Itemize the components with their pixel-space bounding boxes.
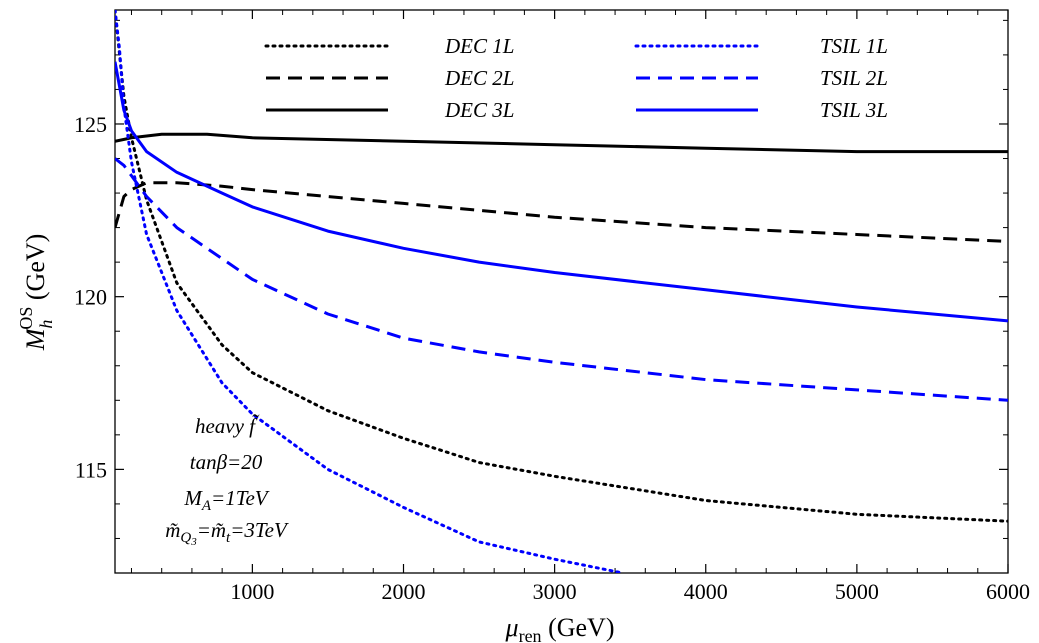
y-tick-label: 125 [74,112,107,137]
x-tick-label: 6000 [986,579,1030,604]
x-tick-label: 2000 [381,579,425,604]
legend-label-4: TSIL 1L [820,34,888,58]
x-axis-label: μren (GeV) [505,613,615,643]
x-tick-label: 4000 [684,579,728,604]
plot-frame [114,9,1009,574]
x-tick-label: 5000 [835,579,879,604]
y-tick-label: 120 [74,285,107,310]
legend-label-3: DEC 3L [444,98,514,122]
legend-label-5: TSIL 2L [820,66,888,90]
annotation-line-1: heavy f̃ [195,414,260,438]
series-layer [115,10,1008,573]
axis-ticks: 1000 2000 3000 4000 5000 6000 115 120 125 [74,10,1030,604]
series-line-5 [115,157,1008,402]
series-line-6 [115,61,1008,323]
annotation-box: heavy f̃ tanβ=20 MA=1TeV m̃Q3=m̃t=3TeV [165,414,289,548]
legend-label-2: DEC 2L [444,66,514,90]
legend-label-6: TSIL 3L [820,98,888,122]
legend-label-1: DEC 1L [444,34,514,58]
annotation-line-4: m̃Q3=m̃t=3TeV [165,518,289,548]
annotation-line-3: MA=1TeV [183,486,269,514]
y-axis-label: MhOS (GeV) [16,234,56,352]
series-line-2 [115,181,1008,243]
annotation-line-2: tanβ=20 [190,450,263,474]
series-line-1 [115,10,1008,523]
x-tick-label: 1000 [230,579,274,604]
legend: DEC 1L DEC 2L DEC 3L TSIL 1L TSIL 2L TSIL 3L [264,34,888,122]
series-line-3 [115,132,1008,154]
y-tick-label: 115 [75,457,107,482]
x-tick-label: 3000 [533,579,577,604]
